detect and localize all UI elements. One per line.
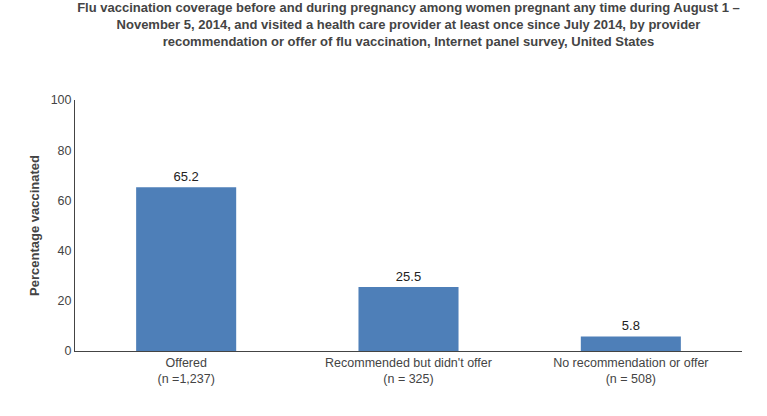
svg-text:100: 100 bbox=[51, 93, 72, 107]
svg-text:80: 80 bbox=[58, 144, 72, 158]
svg-text:20: 20 bbox=[58, 294, 72, 308]
svg-text:Flu vaccination coverage befor: Flu vaccination coverage before and duri… bbox=[77, 0, 740, 49]
svg-text:40: 40 bbox=[58, 244, 72, 258]
svg-text:Offered(n =1,237): Offered(n =1,237) bbox=[157, 356, 214, 386]
svg-text:65.2: 65.2 bbox=[174, 169, 199, 184]
svg-text:5.8: 5.8 bbox=[622, 318, 640, 333]
svg-text:0: 0 bbox=[65, 344, 72, 358]
svg-text:No recommendation or offer(n =: No recommendation or offer(n = 508) bbox=[553, 356, 708, 386]
svg-text:25.5: 25.5 bbox=[396, 269, 421, 284]
svg-text:60: 60 bbox=[58, 194, 72, 208]
svg-text:Recommended but didn't offer(n: Recommended but didn't offer(n = 325) bbox=[325, 356, 492, 386]
svg-text:Percentage vaccinated: Percentage vaccinated bbox=[27, 155, 42, 296]
